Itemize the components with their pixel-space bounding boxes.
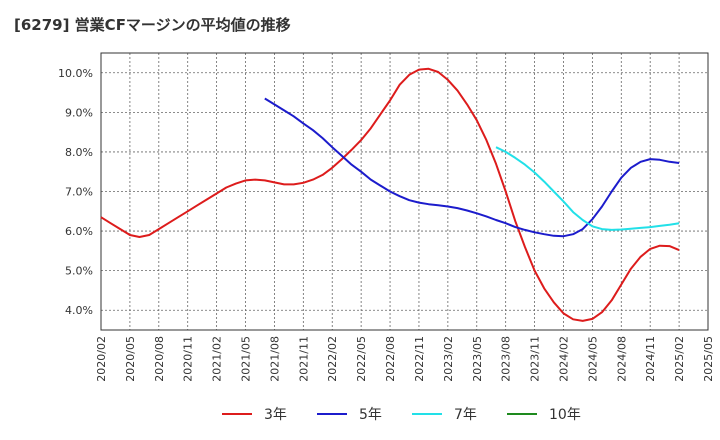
x-tick-label: 2024/11 — [644, 336, 657, 382]
x-tick-label: 2022/02 — [326, 336, 339, 382]
x-tick-label: 2024/05 — [586, 336, 599, 382]
x-tick-label: 2021/11 — [297, 336, 310, 382]
x-tick-label: 2023/02 — [442, 336, 455, 382]
x-tick-label: 2023/05 — [471, 336, 484, 382]
series-layer — [100, 67, 680, 322]
x-tick-label: 2025/05 — [702, 336, 715, 382]
series-line-1 — [264, 97, 680, 238]
legend-label: 5年 — [359, 407, 382, 423]
series-line-0 — [100, 67, 680, 322]
x-tick-label: 2021/05 — [240, 336, 253, 382]
x-tick-label: 2020/05 — [124, 336, 137, 382]
axis-layer: 2020/02 2020/05 2020/08 2020/11 2021/02 2021/… — [58, 52, 715, 382]
y-tick-label: 4.0% — [65, 304, 93, 317]
x-tick-label: 2023/11 — [529, 336, 542, 382]
chart-title: [6279] 営業CFマージンの平均値の推移 — [14, 16, 291, 34]
x-tick-label: 2025/02 — [673, 336, 686, 382]
x-tick-label: 2021/08 — [268, 336, 281, 382]
x-tick-label: 2020/11 — [182, 336, 195, 382]
plot-area-frame — [100, 52, 709, 331]
x-tick-label: 2022/11 — [413, 336, 426, 382]
legend: 3年 5年 7年 10年 — [222, 407, 581, 423]
series-line-2 — [495, 146, 680, 231]
x-tick-label: 2024/08 — [615, 336, 628, 382]
x-tick-label: 2023/08 — [500, 336, 513, 382]
x-tick-label: 2024/02 — [557, 336, 570, 382]
y-tick-label: 8.0% — [65, 146, 93, 159]
x-tick-label: 2022/08 — [384, 336, 397, 382]
y-tick-label: 9.0% — [65, 106, 93, 119]
x-tick-label: 2020/02 — [95, 336, 108, 382]
x-tick-label: 2022/05 — [355, 336, 368, 382]
legend-label: 3年 — [264, 407, 287, 423]
y-tick-label: 5.0% — [65, 265, 93, 278]
grid-layer — [101, 53, 708, 330]
x-tick-label: 2021/02 — [211, 336, 224, 382]
y-tick-label: 6.0% — [65, 225, 93, 238]
legend-label: 7年 — [454, 407, 477, 423]
legend-label: 10年 — [549, 407, 581, 423]
y-tick-label: 10.0% — [58, 67, 93, 80]
x-tick-label: 2020/08 — [153, 336, 166, 382]
y-tick-label: 7.0% — [65, 186, 93, 199]
